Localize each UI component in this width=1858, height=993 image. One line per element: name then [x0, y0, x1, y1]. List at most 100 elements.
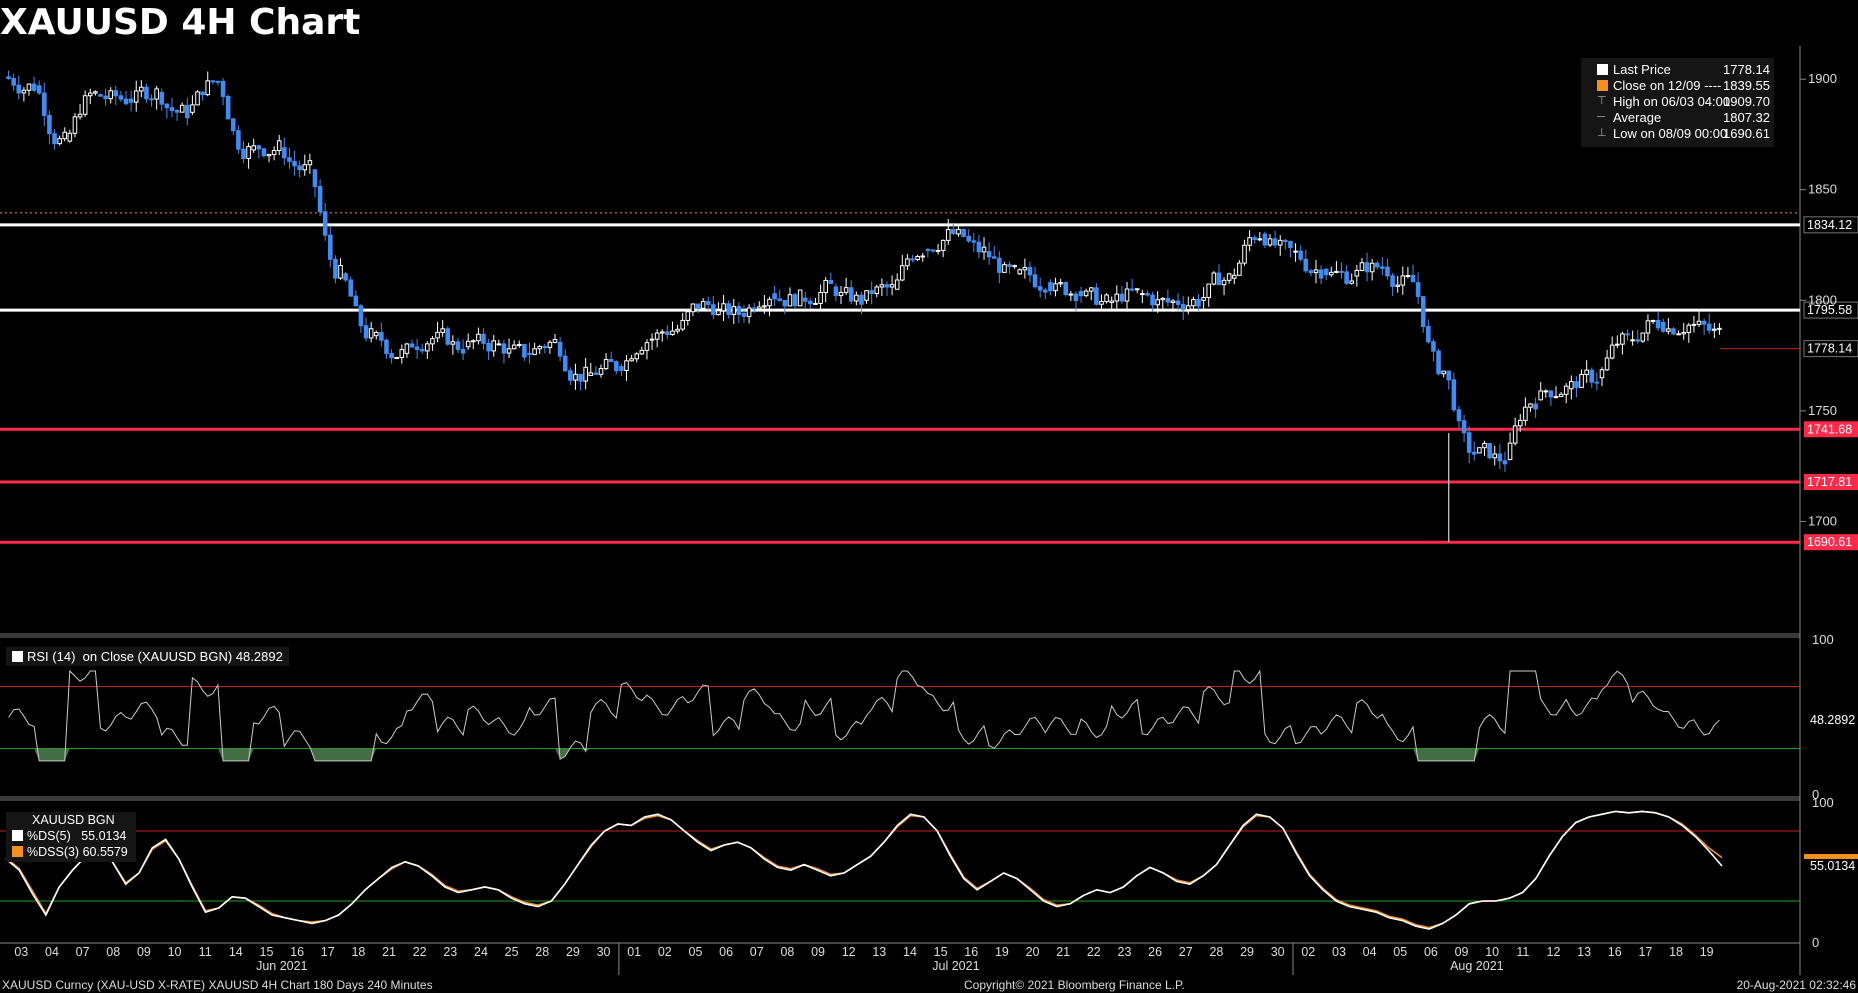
- candle-body: [103, 95, 108, 100]
- candle-body: [476, 333, 481, 342]
- legend-row-high[interactable]: ⊤ High on 06/03 04:00 1909.70: [1581, 94, 1774, 110]
- legend-row-prev-close[interactable]: Close on 12/09 ---- 1839.55: [1581, 78, 1774, 94]
- candle-body: [1078, 290, 1084, 297]
- candle-body: [1533, 403, 1538, 410]
- legend-label: Average: [1613, 110, 1662, 125]
- ds-value: 55.0134: [81, 829, 127, 843]
- candle-body: [67, 132, 73, 142]
- candle-body: [1456, 409, 1462, 422]
- day-tick-label: 06: [1424, 945, 1438, 959]
- day-tick-label: 18: [1669, 945, 1683, 959]
- candle-body: [828, 279, 834, 284]
- price-rsi-separator: [0, 633, 1800, 638]
- candle-body: [782, 300, 788, 307]
- candle-body: [894, 279, 900, 290]
- day-tick-label: 02: [1301, 945, 1315, 959]
- dss-value: 60.5579: [82, 845, 128, 859]
- candle-body: [1262, 233, 1268, 246]
- candle-body: [1717, 327, 1722, 330]
- footer-source: XAUUSD Curncy (XAU-USD X-RATE) XAUUSD 4H…: [2, 978, 433, 992]
- legend-row-low[interactable]: ⊥ Low on 08/09 00:00 1690.61: [1581, 126, 1774, 142]
- candle-body: [1706, 323, 1712, 331]
- candle-body: [731, 306, 737, 315]
- level-label: 1690.61: [1807, 535, 1852, 549]
- candle-body: [1145, 293, 1150, 296]
- candle-body: [302, 164, 308, 171]
- candle-body: [1451, 379, 1457, 411]
- candle-body: [736, 306, 742, 315]
- candle-body: [1037, 286, 1043, 291]
- candle-body: [532, 348, 537, 355]
- level-label: 1834.12: [1807, 218, 1852, 232]
- candle-body: [1272, 238, 1278, 246]
- candle-body: [940, 239, 946, 251]
- level-label: 1717.81: [1807, 475, 1852, 489]
- ds-swatch: [12, 830, 23, 841]
- day-tick-label: 23: [443, 945, 457, 959]
- candle-body: [179, 104, 185, 113]
- day-tick-label: 16: [290, 945, 304, 959]
- candle-body: [644, 342, 650, 351]
- stoch-ds-row: %DS(5) 55.0134: [6, 828, 136, 844]
- rsi-legend[interactable]: RSI (14) on Close (XAUUSD BGN) 48.2892: [6, 647, 289, 666]
- price-legend[interactable]: Last Price 1778.14 Close on 12/09 ---- 1…: [1581, 58, 1774, 147]
- ds-name: %DS(5): [27, 829, 71, 843]
- day-tick-label: 21: [382, 945, 396, 959]
- legend-value: 1807.32: [1723, 110, 1770, 125]
- candle-body: [1099, 301, 1104, 305]
- candle-body: [690, 303, 696, 313]
- candle-body: [1196, 299, 1201, 307]
- candle-body: [685, 311, 691, 321]
- candle-body: [818, 291, 823, 304]
- day-tick-label: 15: [260, 945, 274, 959]
- candle-body: [1395, 284, 1400, 287]
- candle-body: [195, 91, 200, 106]
- level-label: 1795.58: [1807, 303, 1852, 317]
- horizontal-levels: 1834.12 1795.58 1741.68 1717.81 1690.61 1778.…: [0, 212, 1858, 551]
- day-tick-label: 09: [1455, 945, 1469, 959]
- candle-body: [726, 303, 731, 315]
- candle-body: [751, 307, 757, 310]
- candle-body: [154, 88, 159, 100]
- candle-body: [399, 349, 405, 358]
- rsi-name: RSI (14): [27, 649, 76, 664]
- candle-body: [1043, 289, 1048, 293]
- candle-body: [440, 328, 445, 333]
- day-tick-label: 24: [474, 945, 488, 959]
- candle-body: [1114, 293, 1120, 302]
- legend-marker-last-price: [1597, 64, 1608, 75]
- candle-body: [1436, 350, 1441, 375]
- candle-body: [976, 241, 982, 253]
- legend-row-average[interactable]: ─ Average 1807.32: [1581, 110, 1774, 126]
- candle-body: [282, 147, 287, 159]
- candle-body: [465, 340, 471, 348]
- candle-body: [333, 258, 338, 279]
- candle-body: [1109, 300, 1114, 304]
- day-tick-label: 29: [1240, 945, 1254, 959]
- chart-title: XAUUSD 4H Chart: [0, 2, 361, 43]
- candle-body: [190, 104, 195, 113]
- candle-body: [363, 325, 369, 339]
- day-tick-label: 04: [45, 945, 59, 959]
- candle-body: [1252, 237, 1257, 241]
- candle-body: [900, 265, 905, 281]
- candle-body: [435, 331, 440, 339]
- candle-body: [343, 273, 348, 281]
- price-tick-label: 1850: [1808, 182, 1837, 197]
- candle-body: [1298, 250, 1303, 260]
- legend-marker-prev-close: [1597, 80, 1608, 91]
- candle-body: [1083, 290, 1089, 297]
- candle-body: [31, 83, 37, 91]
- candle-body: [1380, 266, 1385, 269]
- legend-row-last-price[interactable]: Last Price 1778.14: [1581, 62, 1774, 78]
- candle-body: [139, 86, 144, 92]
- candle-body: [128, 98, 134, 103]
- candle-body: [762, 305, 767, 308]
- rsi-value: 48.2892: [235, 649, 283, 664]
- candle-body: [823, 279, 828, 293]
- stochastic-legend[interactable]: XAUUSD BGN %DS(5) 55.0134 %DSS(3) 60.557…: [6, 812, 136, 862]
- candle-body: [113, 90, 119, 97]
- day-tick-label: 28: [535, 945, 549, 959]
- level-tag: [1804, 421, 1858, 438]
- candle-body: [1676, 333, 1681, 336]
